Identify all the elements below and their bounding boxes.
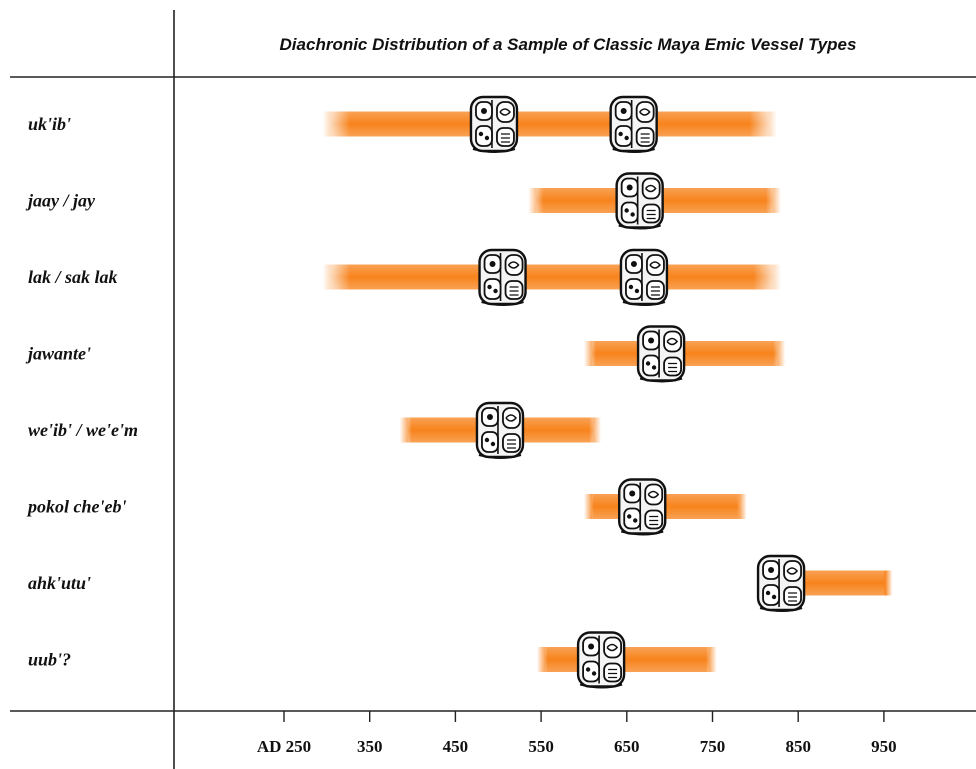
chart-row: uub'? [28, 631, 717, 689]
range-bar-shade [330, 111, 769, 137]
x-tick-label: 350 [357, 737, 383, 756]
row-label: pokol che'eb' [26, 497, 126, 517]
x-tick-label: 550 [528, 737, 554, 756]
row-label: uk'ib' [28, 114, 71, 134]
row-label: ahk'utu' [28, 573, 91, 593]
glyph-icon [618, 478, 667, 536]
x-ticks-layer: AD 250 350 450 550 650 750 850 950 [257, 711, 897, 756]
range-bar-shade [330, 264, 774, 290]
chart-row: uk'ib' [28, 95, 777, 153]
chart-row: we'ib' / we'e'm [28, 401, 602, 459]
x-tick-label: 450 [443, 737, 469, 756]
chart-row: lak / sak lak [28, 248, 782, 306]
chart-row: jawante' [25, 325, 786, 383]
row-label: jawante' [25, 344, 91, 364]
x-tick-label: 750 [700, 737, 726, 756]
x-tick-label: AD 250 [257, 737, 311, 756]
glyph-icon [475, 401, 525, 459]
x-tick-label: 650 [614, 737, 640, 756]
glyph-icon [478, 248, 527, 306]
row-label: lak / sak lak [28, 267, 118, 287]
rows-layer: uk'ib' jaay / jay lak / sak lak jawante' we'… [25, 95, 893, 689]
range-bar-shade [544, 647, 709, 672]
glyph-icon [576, 631, 626, 689]
glyph-icon [619, 248, 669, 306]
glyph-icon [756, 554, 806, 612]
glyph-icon [469, 95, 519, 153]
row-label: jaay / jay [25, 191, 96, 211]
chart-row: jaay / jay [25, 172, 782, 230]
glyph-icon [609, 95, 658, 153]
x-tick-label: 850 [785, 737, 811, 756]
chart-row: pokol che'eb' [26, 478, 747, 536]
glyph-icon [615, 172, 664, 230]
row-label: we'ib' / we'e'm [28, 420, 138, 440]
glyph-icon [636, 325, 686, 383]
x-tick-label: 950 [871, 737, 897, 756]
row-label: uub'? [28, 650, 71, 670]
chart-row: ahk'utu' [28, 554, 893, 612]
chart-title: Diachronic Distribution of a Sample of C… [280, 35, 857, 54]
